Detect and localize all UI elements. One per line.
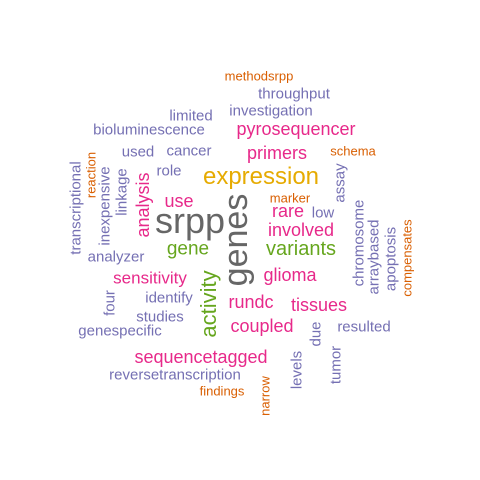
word-investigation: investigation [229, 102, 313, 120]
word-methodsrpp: methodsrpp [224, 68, 294, 84]
word-apoptosis: apoptosis [382, 226, 400, 292]
word-sensitivity: sensitivity [113, 268, 187, 288]
word-marker: marker [269, 190, 311, 206]
word-pyrosequencer: pyrosequencer [236, 119, 356, 139]
word-resulted: resulted [337, 318, 391, 336]
word-tissues: tissues [290, 295, 348, 315]
word-due: due [307, 321, 325, 347]
word-throughput: throughput [258, 85, 330, 103]
word-four: four [101, 290, 119, 316]
word-studies: studies [136, 308, 184, 326]
word-sequencetagged: sequencetagged [134, 347, 268, 367]
word-coupled: coupled [230, 316, 294, 336]
word-gene: gene [166, 238, 210, 260]
word-rundc: rundc [228, 292, 274, 312]
word-activity: activity [196, 270, 221, 338]
word-inexpensive: inexpensive [96, 166, 114, 246]
word-limited: limited [169, 107, 213, 125]
word-use: use [164, 191, 194, 211]
word-bioluminescence: bioluminescence [93, 121, 205, 139]
word-findings: findings [199, 383, 245, 399]
word-cancer: cancer [166, 142, 212, 160]
word-compensates: compensates [399, 219, 415, 297]
word-arraybased: arraybased [365, 219, 383, 295]
word-expression: expression [202, 163, 320, 190]
word-transcriptional: transcriptional [67, 161, 85, 255]
word-variants: variants [265, 238, 337, 260]
word-genespecific: genespecific [78, 322, 162, 340]
word-chromosome: chromosome [350, 199, 368, 287]
word-role: role [156, 162, 182, 180]
word-identify: identify [145, 289, 193, 307]
word-low: low [311, 204, 335, 222]
word-tumor: tumor [327, 345, 345, 385]
word-primers: primers [246, 143, 308, 163]
word-analysis: analysis [133, 172, 153, 238]
word-schema: schema [330, 143, 376, 159]
word-srpp: srpp [154, 200, 226, 241]
word-narrow: narrow [257, 376, 273, 416]
word-analyzer: analyzer [87, 248, 145, 266]
word-rare: rare [271, 201, 305, 221]
word-linkage: linkage [113, 168, 131, 216]
word-levels: levels [288, 350, 306, 390]
word-glioma: glioma [263, 265, 317, 285]
word-assay: assay [331, 163, 349, 203]
word-reversetranscription: reversetranscription [109, 366, 241, 384]
word-used: used [121, 143, 155, 161]
word-involved: involved [267, 220, 335, 240]
